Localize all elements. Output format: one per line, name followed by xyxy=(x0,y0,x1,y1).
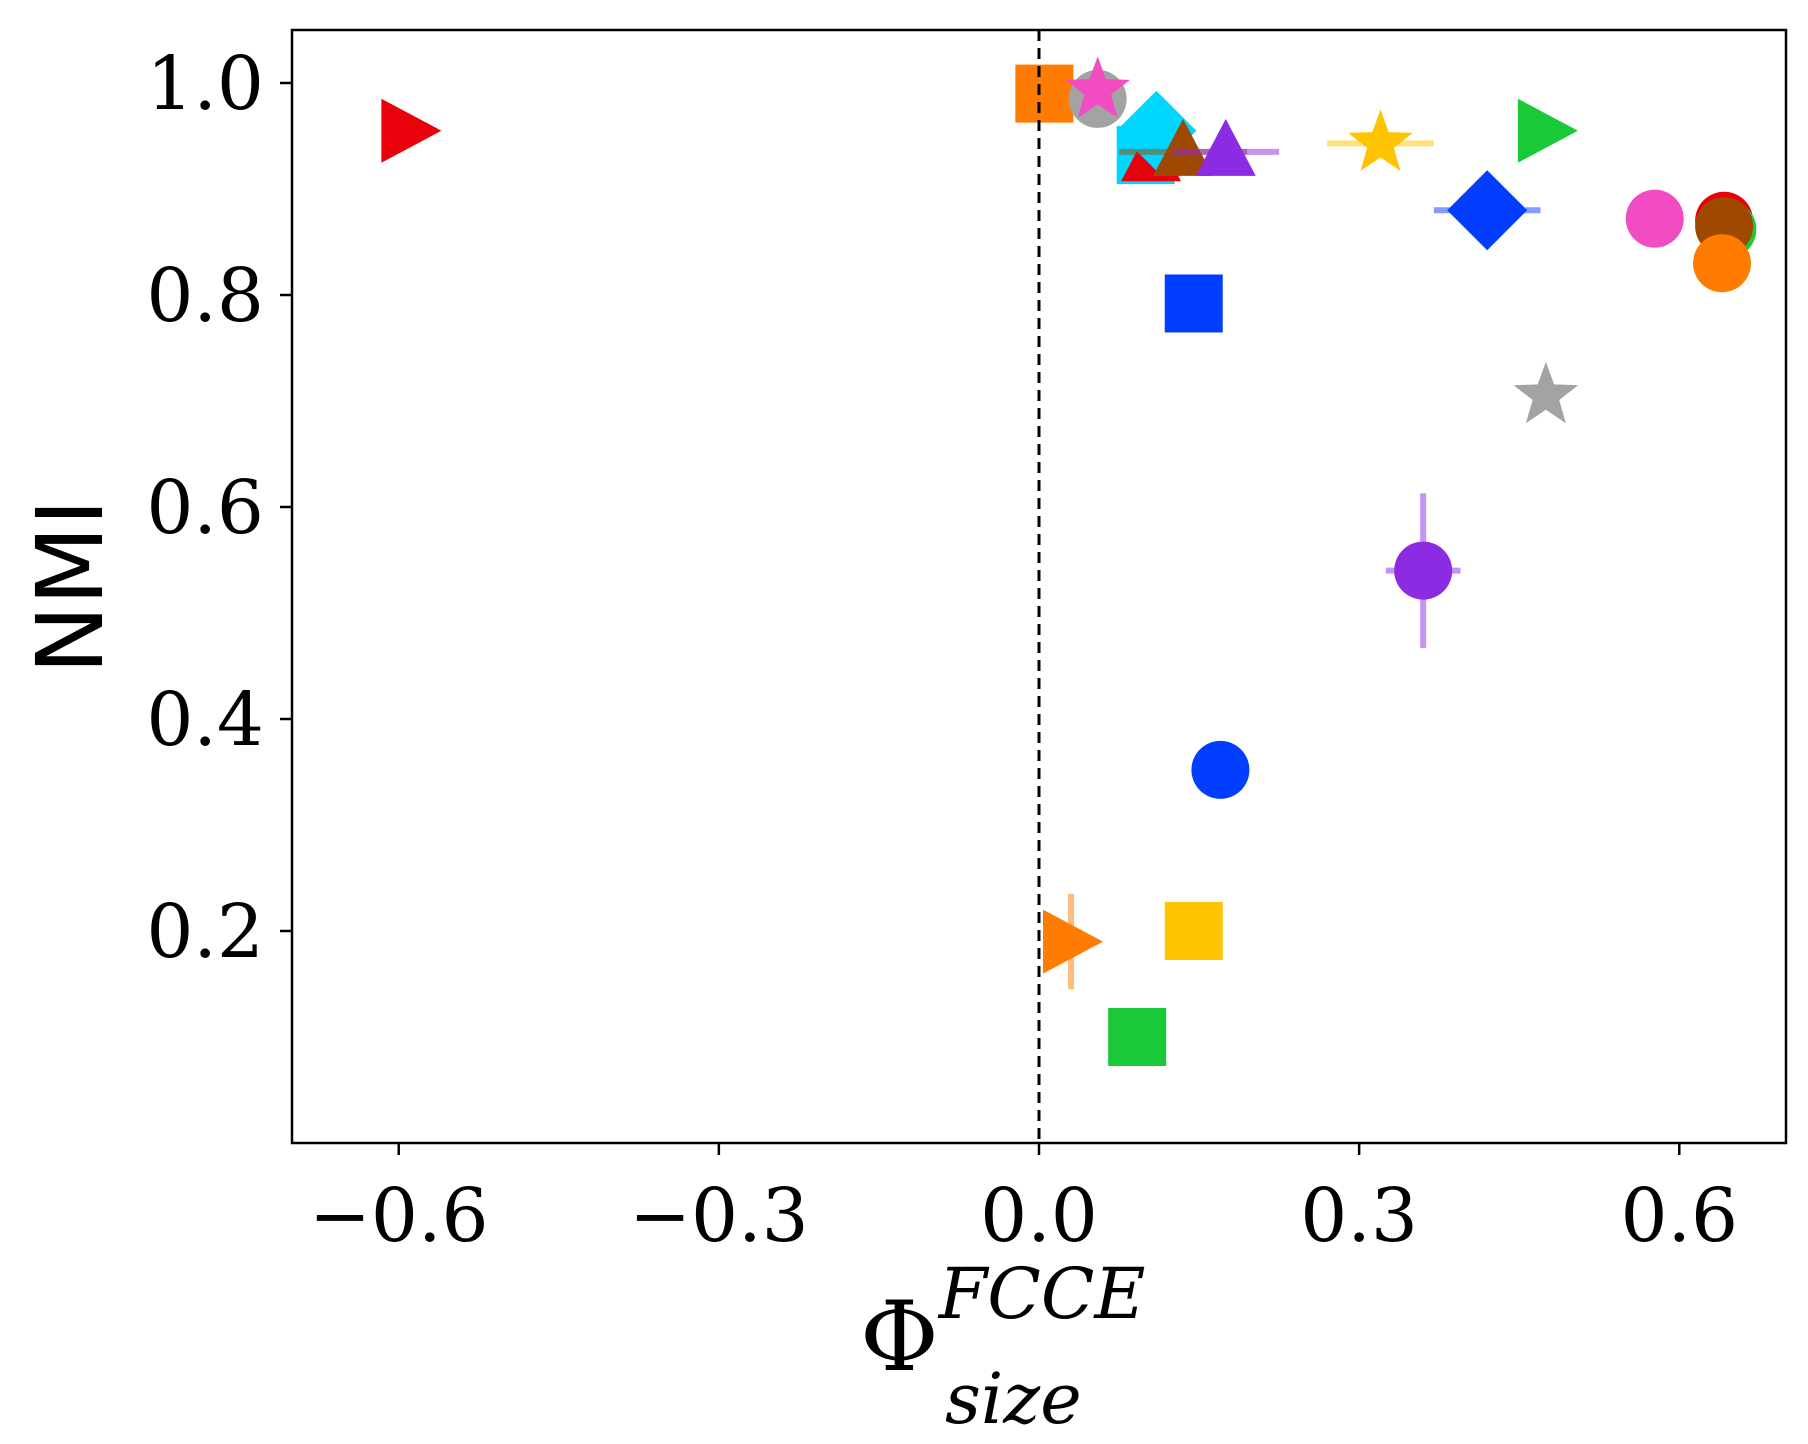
scatter-point-star-3 xyxy=(1065,56,1130,118)
scatter-point-star-18 xyxy=(1513,361,1579,424)
scatter-point-triangle-right-0 xyxy=(381,98,442,163)
x-tick-label: 0.3 xyxy=(1300,1173,1418,1259)
scatter-point-triangle-up-8 xyxy=(1172,118,1280,176)
marker-circle xyxy=(1692,234,1751,293)
scatter-point-circle-20 xyxy=(1191,740,1250,799)
data-marks xyxy=(381,56,1757,1066)
scatter-point-triangle-right-21 xyxy=(1043,893,1104,990)
x-axis-label: ΦFCCE size xyxy=(860,1253,1146,1439)
y-axis-label: NMI xyxy=(17,499,124,674)
marker-star xyxy=(1065,56,1130,118)
scatter-point-square-17 xyxy=(1164,274,1223,333)
marker-circle xyxy=(1394,541,1453,600)
marker-star xyxy=(1513,361,1579,424)
x-axis-label-symbol: Φ xyxy=(860,1281,939,1393)
x-tick-label: −0.3 xyxy=(629,1173,809,1259)
scatter-point-circle-16 xyxy=(1692,234,1751,293)
marker-circle xyxy=(1191,740,1250,799)
scatter-point-triangle-right-10 xyxy=(1517,98,1578,163)
scatter-point-square-22 xyxy=(1164,902,1223,960)
y-tick-label: 1.0 xyxy=(146,41,264,127)
x-axis-label-subscript: size xyxy=(945,1358,1082,1439)
marker-square xyxy=(1108,1008,1167,1066)
y-tick-label: 0.6 xyxy=(146,465,264,551)
marker-triangle-right xyxy=(1043,909,1104,974)
marker-triangle-up xyxy=(1195,118,1256,176)
x-axis-label-superscript: FCCE xyxy=(937,1253,1146,1335)
y-tick-label: 0.4 xyxy=(146,677,264,763)
x-tick-label: 0.6 xyxy=(1620,1173,1738,1259)
marker-square xyxy=(1164,274,1223,333)
scatter-point-circle-12 xyxy=(1625,189,1684,248)
marker-square xyxy=(1015,64,1074,123)
y-axis-ticks: 0.2 0.4 0.6 0.8 1.0 xyxy=(146,41,292,975)
marker-triangle-right xyxy=(381,98,442,163)
marker-triangle-up xyxy=(1153,118,1214,176)
marker-triangle-right xyxy=(1517,98,1578,163)
scatter-point-diamond-11 xyxy=(1433,170,1541,251)
marker-circle xyxy=(1625,189,1684,248)
y-tick-label: 0.2 xyxy=(146,889,264,975)
y-tick-label: 0.8 xyxy=(146,253,264,339)
scatter-point-circle-19 xyxy=(1385,493,1461,648)
scatter-point-square-1 xyxy=(1015,64,1074,123)
x-tick-label: 0.0 xyxy=(980,1173,1098,1259)
marker-diamond xyxy=(1447,170,1528,251)
x-axis-ticks: −0.6 −0.3 0.0 0.3 0.6 xyxy=(309,1143,1738,1259)
x-tick-label: −0.6 xyxy=(309,1173,489,1259)
scatter-point-star-9 xyxy=(1327,109,1434,171)
marker-star xyxy=(1348,109,1413,171)
scatter-point-square-23 xyxy=(1108,1008,1167,1066)
marker-square xyxy=(1164,902,1223,960)
